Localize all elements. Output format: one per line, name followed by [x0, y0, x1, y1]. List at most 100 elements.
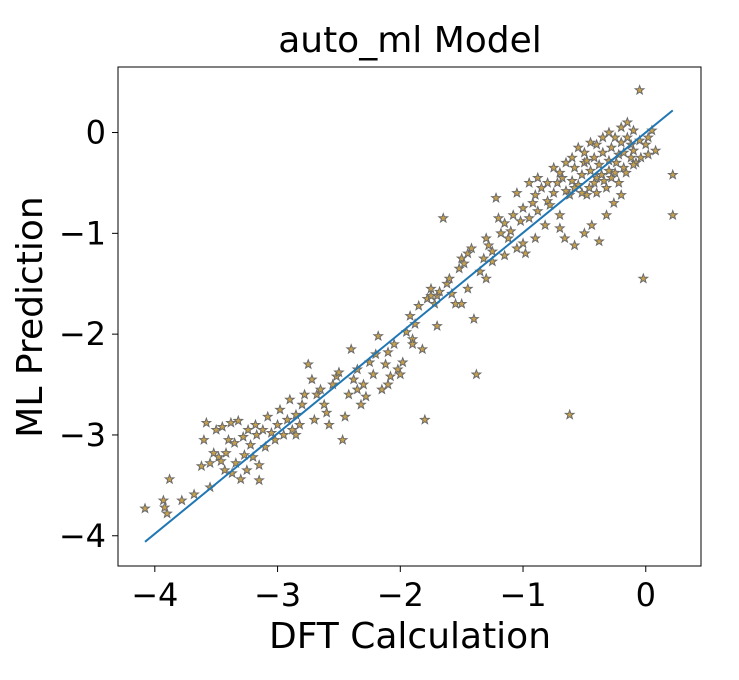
- data-point: [605, 141, 618, 153]
- data-point: [642, 131, 654, 143]
- data-point: [480, 272, 492, 284]
- data-point: [566, 151, 578, 163]
- data-point: [649, 144, 662, 156]
- data-point: [216, 420, 229, 432]
- data-point: [207, 447, 220, 459]
- data-point: [470, 368, 483, 380]
- y-tick-label: −3: [59, 416, 106, 454]
- data-point: [382, 346, 394, 358]
- data-point: [554, 222, 566, 234]
- data-point: [225, 416, 237, 428]
- data-point: [296, 398, 308, 410]
- data-point: [617, 161, 630, 173]
- data-point: [249, 418, 262, 430]
- data-point: [404, 309, 416, 321]
- data-point: [563, 408, 576, 420]
- data-point: [517, 202, 529, 214]
- data-point: [188, 488, 200, 500]
- data-point: [416, 343, 429, 355]
- data-point: [615, 188, 627, 200]
- data-point: [277, 428, 290, 440]
- data-point: [382, 378, 394, 390]
- data-point: [139, 502, 151, 514]
- data-point: [238, 449, 251, 461]
- data-point: [284, 393, 296, 405]
- x-tick-label: −2: [377, 576, 424, 614]
- data-point: [642, 148, 654, 160]
- data-point: [388, 338, 400, 350]
- x-tick-label: −4: [131, 576, 178, 614]
- data-point: [232, 414, 245, 426]
- data-point: [306, 373, 318, 385]
- data-point: [161, 507, 173, 519]
- data-point: [556, 171, 569, 183]
- data-point: [527, 197, 539, 208]
- data-point: [590, 186, 603, 198]
- data-point: [222, 433, 235, 445]
- data-point: [667, 209, 679, 221]
- data-point: [511, 242, 523, 254]
- data-point: [600, 209, 613, 221]
- data-point: [345, 343, 357, 355]
- data-point: [523, 212, 535, 224]
- data-point: [593, 158, 605, 170]
- x-axis: −4 −3 −2 −1 0: [131, 566, 656, 614]
- data-point: [360, 390, 372, 402]
- data-point: [584, 136, 597, 148]
- data-point: [176, 494, 188, 506]
- data-point: [541, 195, 554, 206]
- data-point: [342, 388, 355, 400]
- data-point: [600, 181, 613, 193]
- x-axis-label: DFT Calculation: [269, 616, 551, 657]
- data-point: [576, 168, 588, 180]
- data-point: [242, 423, 254, 435]
- data-point: [547, 186, 560, 198]
- data-point: [595, 168, 608, 180]
- data-point: [468, 312, 480, 324]
- data-point: [627, 124, 640, 136]
- data-point: [462, 282, 474, 294]
- data-point: [613, 176, 625, 188]
- data-point: [314, 383, 327, 395]
- data-point: [237, 430, 249, 442]
- data-point: [219, 464, 231, 476]
- data-point: [578, 146, 591, 158]
- data-point: [455, 297, 468, 309]
- data-point: [311, 388, 323, 400]
- data-point: [210, 423, 222, 435]
- x-tick-label: 0: [636, 576, 656, 614]
- data-point: [529, 188, 542, 200]
- plot-area: [139, 84, 679, 543]
- data-point: [195, 460, 208, 472]
- data-point: [639, 138, 652, 150]
- data-point: [504, 225, 517, 237]
- data-point: [437, 212, 450, 224]
- data-point: [576, 186, 588, 198]
- data-point: [625, 151, 637, 163]
- data-point: [443, 272, 456, 284]
- data-point: [586, 219, 598, 231]
- data-point: [615, 136, 627, 148]
- data-point: [554, 166, 566, 178]
- data-point: [379, 358, 392, 370]
- data-point: [347, 373, 360, 385]
- y-tick-label: 0: [86, 114, 106, 152]
- data-point: [523, 176, 535, 188]
- chart-title: auto_ml Model: [278, 20, 542, 61]
- data-point: [323, 418, 335, 430]
- data-point: [290, 428, 302, 440]
- data-point: [617, 146, 630, 158]
- data-point: [308, 413, 321, 425]
- data-point: [458, 257, 470, 269]
- data-point: [200, 416, 213, 428]
- data-point: [230, 457, 242, 469]
- data-point: [511, 186, 523, 198]
- data-point: [615, 121, 627, 133]
- x-tick-label: −1: [499, 576, 546, 614]
- data-point: [514, 215, 527, 227]
- data-point: [627, 144, 640, 156]
- data-point: [568, 239, 581, 251]
- data-point: [433, 285, 446, 297]
- data-point: [590, 138, 603, 150]
